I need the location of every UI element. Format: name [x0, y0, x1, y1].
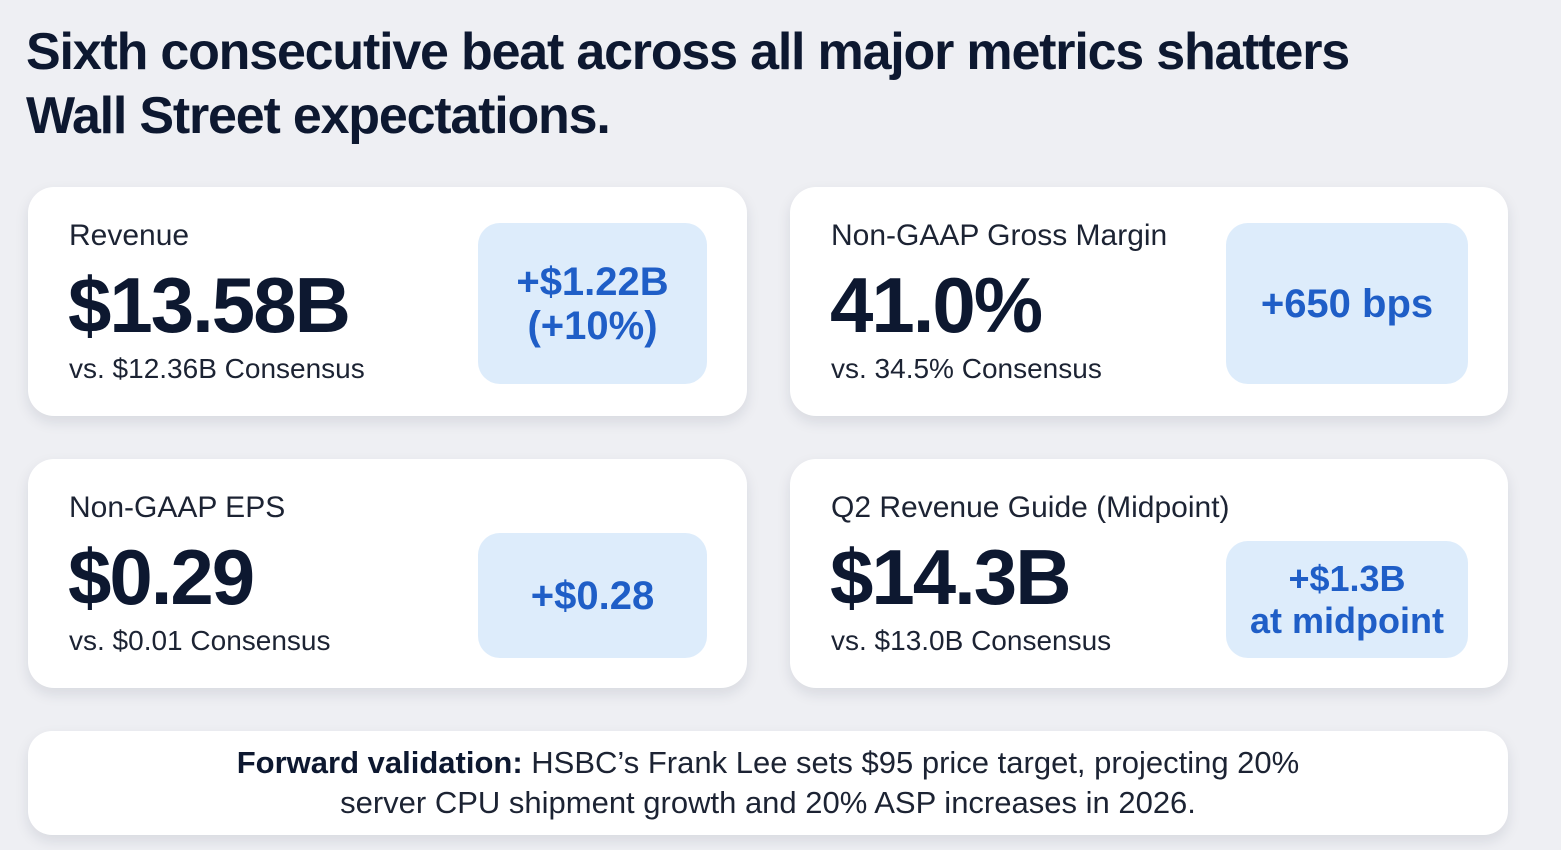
badge-line: +$1.22B [516, 259, 669, 304]
revenue-guide-card: Q2 Revenue Guide (Midpoint) $14.3B vs. $… [790, 459, 1508, 688]
consensus-text: vs. $12.36B Consensus [69, 353, 365, 384]
badge-line: +650 bps [1260, 281, 1434, 326]
forward-validation-box: Forward validation: HSBC’s Frank Lee set… [28, 731, 1508, 835]
metric-label: Revenue [69, 219, 190, 252]
beat-badge: +$1.3B at midpoint [1226, 541, 1468, 658]
metric-value: $0.29 [68, 533, 255, 621]
forward-validation-body: HSBC’s Frank Lee sets $95 price target, … [340, 745, 1300, 820]
metric-label: Non-GAAP Gross Margin [831, 219, 1168, 252]
forward-validation-lead: Forward validation: [236, 745, 523, 780]
badge-line: at midpoint [1250, 599, 1444, 641]
badge-line: +$1.3B [1288, 557, 1406, 599]
badge-line: (+10%) [527, 303, 658, 348]
beat-badge: +$1.22B (+10%) [478, 223, 707, 384]
beat-badge: +$0.28 [478, 533, 707, 658]
consensus-text: vs. $0.01 Consensus [69, 625, 331, 656]
metric-label: Q2 Revenue Guide (Midpoint) [831, 491, 1230, 524]
badge-line: +$0.28 [530, 573, 655, 618]
page-headline: Sixth consecutive beat across all major … [26, 23, 1350, 145]
revenue-card: Revenue $13.58B vs. $12.36B Consensus +$… [28, 187, 747, 416]
metric-value: $13.58B [68, 261, 351, 349]
metric-label: Non-GAAP EPS [69, 491, 286, 524]
consensus-text: vs. $13.0B Consensus [831, 625, 1112, 656]
consensus-text: vs. 34.5% Consensus [831, 353, 1102, 384]
gross-margin-card: Non-GAAP Gross Margin 41.0% vs. 34.5% Co… [790, 187, 1508, 416]
beat-badge: +650 bps [1226, 223, 1468, 384]
metric-value: $14.3B [830, 533, 1072, 621]
metric-value: 41.0% [830, 261, 1043, 349]
forward-validation-text: Forward validation: HSBC’s Frank Lee set… [218, 743, 1318, 823]
eps-card: Non-GAAP EPS $0.29 vs. $0.01 Consensus +… [28, 459, 747, 688]
